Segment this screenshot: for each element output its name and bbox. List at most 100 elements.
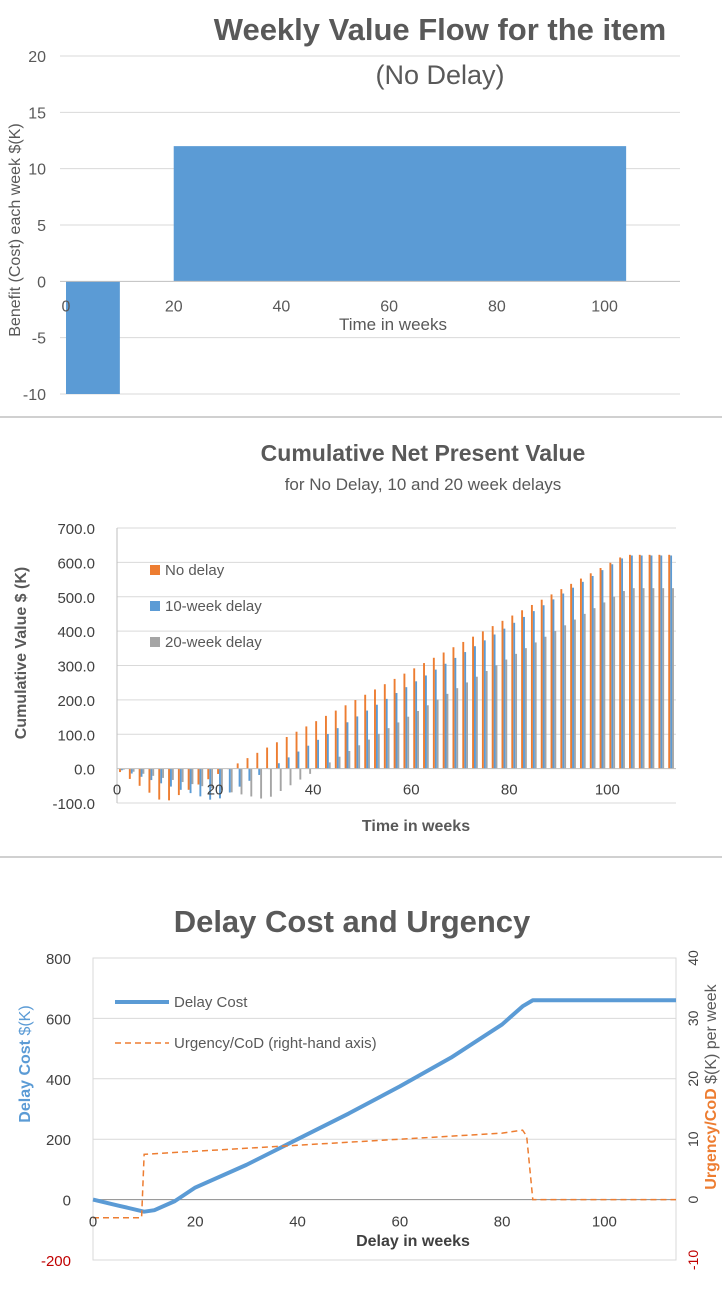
c2-legend-swatch-no-delay — [150, 565, 160, 575]
c2-bar — [456, 688, 459, 769]
c2-bar — [446, 693, 449, 769]
c3-right-axis-label-units: $(K) per week — [703, 983, 720, 1084]
c2-bar — [119, 768, 121, 773]
c2-bar — [562, 593, 565, 769]
c2-bar — [209, 768, 212, 800]
c2-bar — [611, 564, 614, 769]
c2-bar — [364, 694, 367, 769]
c2-bar — [485, 671, 488, 769]
weekly-value-flow-chart: 20 15 10 5 0 -5 -10 0 20 40 60 80 100 Weekly Value … — [7, 12, 680, 404]
c3-y-tick-label: -200 — [41, 1253, 71, 1270]
c2-bar — [138, 768, 141, 786]
c2-legend-swatch-10-week — [150, 601, 160, 611]
c2-bar — [542, 605, 545, 769]
c2-bar — [295, 731, 298, 769]
c1-y-tick-labels: 20 15 10 5 0 -5 -10 — [23, 49, 46, 404]
c2-x-tick-labels: 0 20 40 60 80 100 — [113, 782, 620, 799]
c2-bar — [150, 768, 153, 781]
c2-bar — [672, 588, 674, 769]
c2-bar — [426, 705, 429, 769]
c2-y-tick-label: -100.0 — [52, 796, 95, 813]
c2-bar — [348, 750, 351, 769]
c2-bar — [201, 768, 204, 787]
c2-bar — [317, 739, 319, 769]
c2-bar — [515, 653, 518, 769]
c2-bar — [483, 640, 486, 769]
c2-bar — [573, 619, 576, 769]
c1-bars — [66, 146, 627, 394]
c1-subtitle: (No Delay) — [375, 60, 504, 90]
c2-bar — [132, 768, 135, 772]
c2-bar — [424, 675, 427, 769]
c2-bar — [601, 570, 604, 769]
c2-bar — [219, 768, 221, 799]
c2-subtitle: for No Delay, 10 and 20 week delays — [285, 475, 562, 494]
c3-left-y-tick-labels: 800 600 400 200 0 -200 — [41, 951, 71, 1270]
c2-bar — [269, 768, 272, 797]
c2-bar — [140, 768, 143, 777]
c2-bar — [393, 678, 396, 769]
c2-bar — [417, 711, 419, 769]
c1-y-tick-label: 20 — [28, 49, 46, 66]
c2-bar — [207, 768, 210, 780]
c1-x-tick-label: 0 — [62, 298, 71, 315]
c3-y-tick-label: 200 — [46, 1132, 71, 1149]
c2-bar — [660, 555, 663, 769]
c2-bar — [158, 768, 161, 800]
c3-title: Delay Cost and Urgency — [174, 904, 531, 939]
c2-x-tick-label: 100 — [595, 782, 620, 799]
c2-bar — [540, 599, 543, 769]
c2-bar — [599, 568, 602, 769]
c2-bar — [120, 768, 123, 771]
c2-bar — [513, 622, 516, 769]
c2-bar — [179, 768, 182, 790]
c1-x-tick-label: 20 — [165, 298, 183, 315]
c3-x-tick-label: 100 — [592, 1214, 617, 1231]
c2-bar — [275, 742, 278, 769]
c2-bar — [256, 752, 259, 769]
c2-bar — [169, 768, 172, 787]
c2-bar — [495, 665, 498, 769]
cumulative-npv-chart: 700.0 600.0 500.0 400.0 300.0 200.0 100.0 0.0 -1… — [13, 440, 676, 835]
c1-x-tick-label: 100 — [591, 298, 618, 315]
c2-bar — [532, 611, 535, 769]
c2-bar — [130, 768, 133, 774]
c2-bar — [662, 588, 665, 769]
c2-bar — [211, 768, 214, 789]
c3-left-axis-label: Delay Cost $(K) — [17, 1005, 34, 1122]
c2-axis — [116, 528, 676, 803]
c2-bar — [524, 648, 527, 769]
c3-legend-label-delay-cost: Delay Cost — [174, 994, 248, 1011]
section-divider-2 — [0, 856, 722, 858]
c2-bar — [560, 589, 563, 769]
c2-bar — [346, 722, 349, 769]
c1-y-tick-label: -10 — [23, 387, 46, 404]
c1-bar — [173, 146, 627, 282]
c2-bar — [603, 602, 606, 769]
c2-bar — [181, 768, 184, 783]
c2-bar — [240, 768, 243, 795]
c2-bar — [189, 768, 192, 794]
c2-bar — [648, 554, 651, 769]
c2-bar — [423, 663, 425, 769]
c3-y2-tick-label: 40 — [685, 950, 701, 966]
c1-y-tick-label: 15 — [28, 105, 46, 122]
c2-bar — [285, 736, 288, 769]
c3-y2-tick-label: 30 — [685, 1010, 701, 1026]
c2-bar — [344, 705, 347, 769]
c2-bar — [472, 636, 475, 769]
c2-bar — [142, 768, 145, 774]
c3-left-axis-label-part: Cost — [17, 1036, 34, 1076]
c2-bar — [521, 610, 524, 769]
c2-bar — [168, 768, 170, 801]
c2-y-tick-label: 400.0 — [57, 624, 95, 641]
c3-plot-frame — [92, 957, 677, 1261]
c2-bar — [307, 745, 310, 769]
c2-bar — [632, 588, 635, 769]
c2-bar — [407, 716, 410, 769]
c2-bar — [305, 726, 308, 769]
c2-bar — [366, 710, 369, 769]
c3-y-tick-label: 600 — [46, 1011, 71, 1028]
c2-bar — [375, 704, 378, 769]
c2-bar — [152, 768, 155, 776]
